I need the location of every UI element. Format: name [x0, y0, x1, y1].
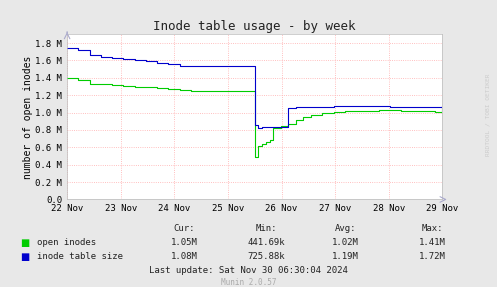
Text: Avg:: Avg: [334, 224, 356, 233]
Text: ■: ■ [20, 238, 29, 247]
Text: 441.69k: 441.69k [247, 238, 285, 247]
Text: Max:: Max: [421, 224, 443, 233]
Text: RRDTOOL / TOBI OETIKER: RRDTOOL / TOBI OETIKER [486, 73, 491, 156]
Text: ■: ■ [20, 252, 29, 262]
Title: Inode table usage - by week: Inode table usage - by week [154, 20, 356, 33]
Text: 1.05M: 1.05M [170, 238, 197, 247]
Text: 725.88k: 725.88k [247, 252, 285, 261]
Y-axis label: number of open inodes: number of open inodes [22, 55, 33, 179]
Text: Min:: Min: [255, 224, 277, 233]
Text: Cur:: Cur: [173, 224, 195, 233]
Text: 1.41M: 1.41M [419, 238, 446, 247]
Text: 1.19M: 1.19M [332, 252, 359, 261]
Text: Munin 2.0.57: Munin 2.0.57 [221, 278, 276, 287]
Text: inode table size: inode table size [37, 252, 123, 261]
Text: open inodes: open inodes [37, 238, 96, 247]
Text: Last update: Sat Nov 30 06:30:04 2024: Last update: Sat Nov 30 06:30:04 2024 [149, 266, 348, 275]
Text: 1.08M: 1.08M [170, 252, 197, 261]
Text: 1.02M: 1.02M [332, 238, 359, 247]
Text: 1.72M: 1.72M [419, 252, 446, 261]
